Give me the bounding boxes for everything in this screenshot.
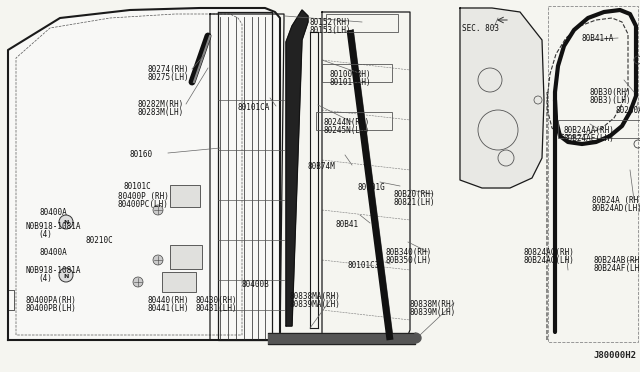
Text: 80B74M: 80B74M — [308, 162, 336, 171]
Circle shape — [59, 215, 73, 229]
Text: 80101C: 80101C — [124, 182, 152, 191]
Text: 80B41: 80B41 — [335, 220, 358, 229]
Text: (4): (4) — [38, 274, 52, 283]
Text: N0B918-1081A: N0B918-1081A — [26, 222, 81, 231]
Bar — [558, 120, 640, 138]
Text: 80101G: 80101G — [358, 183, 386, 192]
Text: 80400B: 80400B — [242, 280, 269, 289]
Text: 80441(LH): 80441(LH) — [148, 304, 189, 313]
Text: 80B3)(LH): 80B3)(LH) — [590, 96, 632, 105]
Circle shape — [153, 255, 163, 265]
Text: 80245N(LH): 80245N(LH) — [324, 126, 371, 135]
Bar — [548, 6, 638, 342]
Text: 80B20(RH): 80B20(RH) — [393, 190, 435, 199]
Polygon shape — [8, 8, 280, 340]
Polygon shape — [286, 10, 308, 326]
Text: 80440(RH): 80440(RH) — [148, 296, 189, 305]
Text: 80824AC(RH): 80824AC(RH) — [524, 248, 575, 257]
Text: 80431(LH): 80431(LH) — [196, 304, 237, 313]
Text: 80400PC(LH): 80400PC(LH) — [118, 200, 169, 209]
Text: 80400A: 80400A — [40, 248, 68, 257]
Text: 80838MA(RH): 80838MA(RH) — [290, 292, 341, 301]
Text: N: N — [63, 273, 68, 279]
Bar — [326, 14, 398, 32]
Text: N0B918-1081A: N0B918-1081A — [26, 266, 81, 275]
Text: 80101(LH): 80101(LH) — [330, 78, 372, 87]
Text: 80400A: 80400A — [40, 208, 68, 217]
Text: 80821(LH): 80821(LH) — [393, 198, 435, 207]
Text: 80838M(RH): 80838M(RH) — [410, 300, 456, 309]
Bar — [170, 185, 200, 207]
Text: N: N — [63, 221, 68, 225]
Bar — [316, 112, 392, 130]
Text: 80244N(RH): 80244N(RH) — [324, 118, 371, 127]
Polygon shape — [460, 8, 544, 188]
Polygon shape — [415, 333, 421, 343]
Circle shape — [59, 268, 73, 282]
Circle shape — [133, 277, 143, 287]
Text: 80100(RH): 80100(RH) — [330, 70, 372, 79]
Text: 80282M(RH): 80282M(RH) — [138, 100, 184, 109]
Text: 80839MA(LH): 80839MA(LH) — [290, 300, 341, 309]
Text: 80B24AG(LH): 80B24AG(LH) — [524, 256, 575, 265]
Text: 80B24AE(LH): 80B24AE(LH) — [564, 134, 615, 143]
Text: 80B24AA(RH): 80B24AA(RH) — [564, 126, 615, 135]
Text: 80400P (RH): 80400P (RH) — [118, 192, 169, 201]
Polygon shape — [268, 333, 415, 344]
Text: SEC. 803: SEC. 803 — [462, 24, 499, 33]
Text: 80B24AF(LH): 80B24AF(LH) — [593, 264, 640, 273]
Text: 80B30(RH): 80B30(RH) — [590, 88, 632, 97]
Text: 80B24AB(RH): 80B24AB(RH) — [593, 256, 640, 265]
Text: 80839M(LH): 80839M(LH) — [410, 308, 456, 317]
Text: 80B24A (RH): 80B24A (RH) — [592, 196, 640, 205]
Text: (4): (4) — [38, 230, 52, 239]
Text: 80B41+A: 80B41+A — [582, 34, 614, 43]
Text: 80430(RH): 80430(RH) — [196, 296, 237, 305]
Text: 80153(LH): 80153(LH) — [310, 26, 351, 35]
Text: 80101CA: 80101CA — [238, 103, 270, 112]
Text: 80101C3: 80101C3 — [348, 261, 380, 270]
Text: J80000H2: J80000H2 — [593, 351, 636, 360]
Text: 80B340(RH): 80B340(RH) — [385, 248, 431, 257]
Text: 80152(RH): 80152(RH) — [310, 18, 351, 27]
Text: 80B24AD(LH): 80B24AD(LH) — [592, 204, 640, 213]
Text: 80275(LH): 80275(LH) — [148, 73, 189, 82]
Circle shape — [153, 205, 163, 215]
Text: 80280A: 80280A — [616, 106, 640, 115]
Bar — [170, 245, 202, 269]
Text: 80400PB(LH): 80400PB(LH) — [26, 304, 77, 313]
Bar — [322, 64, 392, 82]
Text: 80210C: 80210C — [86, 236, 114, 245]
Text: 80400PA(RH): 80400PA(RH) — [26, 296, 77, 305]
Text: 80283M(LH): 80283M(LH) — [138, 108, 184, 117]
Bar — [162, 272, 196, 292]
Text: 80160: 80160 — [130, 150, 153, 159]
Text: 80B350(LH): 80B350(LH) — [385, 256, 431, 265]
Text: 80274(RH): 80274(RH) — [148, 65, 189, 74]
